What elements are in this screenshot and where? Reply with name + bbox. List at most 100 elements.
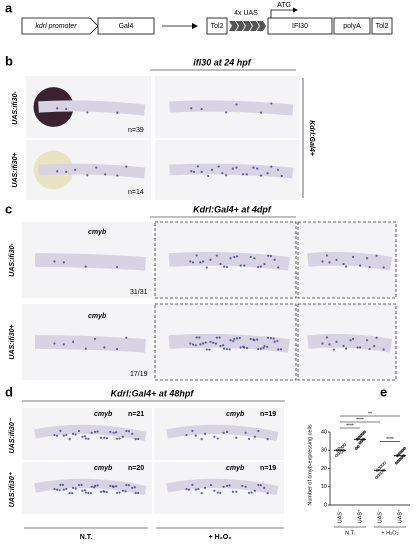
marker-label: cmyb bbox=[94, 465, 113, 472]
stain-dot bbox=[68, 492, 71, 495]
stain-dot bbox=[116, 174, 119, 177]
stain-dot bbox=[213, 489, 216, 492]
data-point bbox=[341, 445, 345, 449]
data-point bbox=[394, 461, 398, 465]
stain-dot bbox=[134, 438, 137, 441]
stain-dot bbox=[99, 436, 103, 439]
stain-dot bbox=[89, 491, 92, 495]
data-point bbox=[356, 445, 360, 449]
stain-dot bbox=[59, 429, 62, 432]
stain-dot bbox=[257, 429, 260, 433]
stain-dot bbox=[209, 483, 213, 487]
stain-dot bbox=[216, 491, 219, 494]
stain-dot bbox=[225, 265, 229, 269]
panel-label: e bbox=[380, 384, 387, 399]
stain-dot bbox=[222, 485, 225, 488]
stain-dot bbox=[259, 174, 263, 177]
stain-dot bbox=[84, 347, 87, 350]
y-tick-label: 40 bbox=[321, 429, 327, 435]
row-label: UAS:ifi30- bbox=[9, 243, 16, 277]
stain-dot bbox=[342, 262, 345, 266]
stain-dot bbox=[124, 490, 127, 493]
stain-dot bbox=[131, 432, 134, 435]
construct-label: Tol2 bbox=[376, 23, 389, 30]
stain-dot bbox=[216, 437, 219, 440]
stain-dot bbox=[103, 346, 106, 349]
stain-dot bbox=[235, 436, 238, 439]
stain-dot bbox=[242, 345, 245, 348]
stain-dot bbox=[269, 336, 273, 340]
stain-dot bbox=[104, 173, 107, 176]
data-point bbox=[400, 456, 404, 459]
stain-dot bbox=[99, 490, 103, 493]
stain-dot bbox=[321, 260, 324, 263]
stain-dot bbox=[344, 347, 348, 350]
stain-dot bbox=[134, 492, 137, 495]
stain-dot bbox=[215, 336, 218, 339]
stain-dot bbox=[83, 435, 87, 438]
data-point bbox=[378, 472, 382, 476]
stain-dot bbox=[342, 344, 345, 348]
stain-dot bbox=[328, 343, 331, 346]
stain-dot bbox=[213, 435, 216, 438]
stain-dot bbox=[118, 491, 121, 494]
stain-dot bbox=[210, 168, 214, 171]
stain-dot bbox=[125, 165, 128, 168]
stain-dot bbox=[125, 336, 128, 339]
marker-label: cmyb bbox=[94, 411, 113, 418]
stain-dot bbox=[358, 346, 362, 349]
stain-dot bbox=[111, 485, 114, 488]
stain-dot bbox=[372, 344, 376, 348]
stain-dot bbox=[86, 111, 89, 114]
stain-dot bbox=[112, 431, 115, 434]
embryo-body bbox=[169, 100, 294, 116]
stain-dot bbox=[273, 340, 276, 343]
stain-dot bbox=[212, 341, 215, 344]
stain-dot bbox=[368, 265, 371, 269]
stain-dot bbox=[263, 344, 266, 348]
stain-dot bbox=[199, 261, 202, 264]
embryo-body bbox=[34, 335, 146, 353]
stain-dot bbox=[80, 483, 83, 487]
stain-dot bbox=[65, 107, 68, 111]
stain-dot bbox=[190, 170, 193, 173]
data-point bbox=[403, 446, 406, 450]
y-tick-label: 10 bbox=[321, 484, 327, 490]
stain-dot bbox=[84, 437, 87, 440]
stain-dot bbox=[279, 348, 283, 351]
stain-dot bbox=[231, 167, 234, 170]
stain-dot bbox=[115, 485, 118, 488]
stain-dot bbox=[189, 260, 192, 263]
stain-dot bbox=[252, 166, 255, 169]
stain-dot bbox=[259, 484, 262, 487]
stain-dot bbox=[194, 434, 197, 437]
stain-dot bbox=[245, 347, 249, 350]
stain-dot bbox=[191, 261, 195, 264]
stain-dot bbox=[259, 347, 262, 350]
construct-label: IFI30 bbox=[292, 23, 308, 30]
stain-dot bbox=[276, 168, 280, 171]
data-point bbox=[401, 448, 405, 452]
tss-arrow bbox=[270, 9, 293, 18]
sample-size: n=14 bbox=[128, 189, 144, 196]
y-axis-label: Number of cmyb-expressing cells bbox=[307, 424, 313, 506]
stain-dot bbox=[241, 173, 245, 176]
stain-dot bbox=[277, 266, 280, 269]
stain-dot bbox=[65, 170, 68, 173]
data-point bbox=[377, 467, 381, 470]
stain-dot bbox=[115, 431, 118, 434]
group-label: + H₂O₂ bbox=[381, 530, 398, 536]
column-label: + H₂O₂ bbox=[209, 534, 232, 541]
embryo-body bbox=[166, 424, 279, 442]
stain-dot bbox=[127, 484, 130, 487]
x-tick-label: UAS⁺ bbox=[356, 509, 363, 523]
row-label: UAS:ifi30⁺ bbox=[9, 471, 16, 507]
stain-dot bbox=[223, 265, 226, 268]
sample-size: n=21 bbox=[128, 411, 144, 418]
stain-dot bbox=[56, 107, 59, 110]
stain-dot bbox=[84, 265, 87, 268]
data-point bbox=[381, 463, 385, 467]
embryo-body bbox=[307, 251, 393, 271]
micrograph bbox=[22, 222, 152, 298]
